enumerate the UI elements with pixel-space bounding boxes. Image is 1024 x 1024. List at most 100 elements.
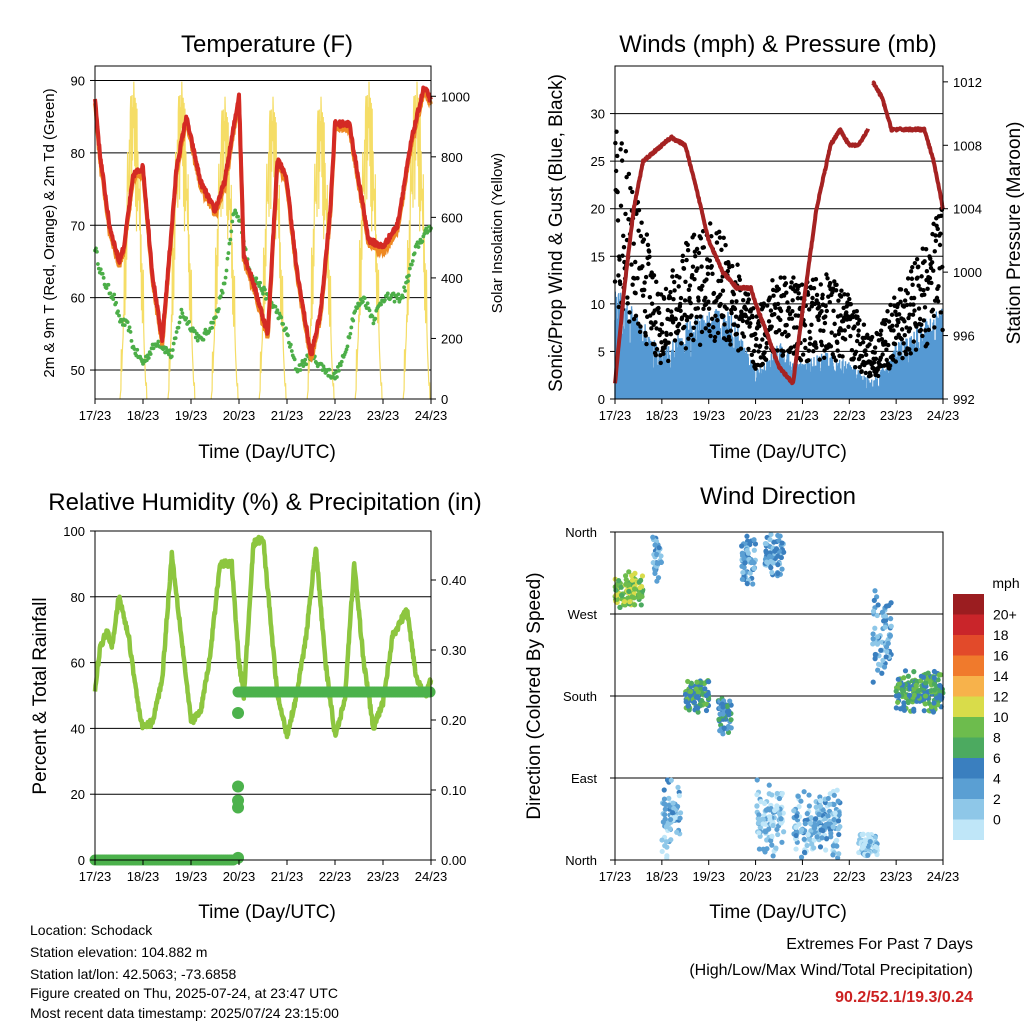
gust-point bbox=[912, 308, 917, 313]
direction-point bbox=[835, 818, 842, 824]
gust-point bbox=[658, 292, 664, 297]
direction-point bbox=[817, 798, 824, 804]
direction-point bbox=[937, 682, 943, 689]
direction-point bbox=[626, 588, 632, 594]
direction-point bbox=[779, 566, 785, 572]
gust-point bbox=[735, 323, 741, 329]
gust-point bbox=[710, 271, 715, 277]
direction-point bbox=[770, 822, 776, 829]
dewpoint-point bbox=[406, 279, 410, 284]
gust-point bbox=[904, 302, 910, 308]
gust-point bbox=[818, 339, 824, 345]
direction-point bbox=[817, 844, 824, 850]
gust-point bbox=[846, 324, 851, 330]
winds-xtick-label: 21/23 bbox=[786, 408, 819, 423]
gust-point bbox=[707, 258, 713, 263]
gust-point bbox=[814, 345, 819, 350]
direction-point bbox=[659, 837, 665, 843]
direction-point bbox=[663, 839, 670, 845]
gust-point bbox=[619, 141, 624, 146]
gust-point bbox=[670, 274, 675, 279]
direction-point bbox=[831, 792, 837, 798]
gust-point bbox=[620, 253, 625, 258]
gust-point bbox=[666, 358, 671, 364]
direction-point bbox=[683, 699, 689, 705]
temperature-xlabel: Time (Day/UTC) bbox=[198, 442, 336, 463]
humidity-ytick-label: 100 bbox=[63, 524, 85, 539]
gust-point bbox=[615, 153, 620, 159]
gust-point bbox=[831, 308, 836, 314]
gust-point bbox=[786, 305, 792, 311]
direction-point bbox=[629, 577, 635, 583]
gust-point bbox=[631, 316, 637, 322]
humidity-ytick-label: 20 bbox=[71, 787, 85, 802]
gust-point bbox=[749, 352, 755, 358]
gust-point bbox=[936, 284, 941, 289]
gust-point bbox=[754, 336, 759, 342]
direction-point bbox=[767, 807, 773, 813]
precip-point bbox=[232, 780, 245, 793]
direction-point bbox=[813, 816, 819, 822]
dewpoint-point bbox=[303, 357, 308, 362]
humidity-xtick-label: 24/23 bbox=[415, 869, 448, 884]
direction-point bbox=[883, 644, 890, 650]
dewpoint-point bbox=[225, 256, 230, 261]
direction-point bbox=[660, 819, 666, 825]
dewpoint-point bbox=[385, 291, 390, 296]
colorbar-tick-label: 2 bbox=[993, 791, 1001, 807]
temperature-y2tick-label: 600 bbox=[441, 210, 463, 225]
gust-point bbox=[649, 301, 655, 306]
direction-point bbox=[801, 849, 808, 855]
dewpoint-point bbox=[223, 275, 228, 280]
gust-point bbox=[932, 325, 937, 330]
gust-point bbox=[916, 306, 922, 311]
gust-point bbox=[802, 338, 807, 343]
gust-point bbox=[618, 203, 624, 209]
dewpoint-point bbox=[218, 294, 223, 299]
direction-point bbox=[676, 793, 683, 799]
gust-point bbox=[691, 232, 697, 238]
humidity-panel: Relative Humidity (%) & Precipitation (i… bbox=[30, 489, 482, 923]
gust-point bbox=[661, 296, 667, 301]
dewpoint-point bbox=[409, 262, 414, 267]
gust-point bbox=[784, 322, 789, 328]
gust-point bbox=[940, 264, 945, 270]
gust-point bbox=[740, 318, 746, 324]
gust-point bbox=[902, 319, 907, 324]
gust-point bbox=[830, 289, 835, 295]
gust-point bbox=[815, 301, 821, 306]
direction-point bbox=[930, 709, 937, 715]
humidity-xtick-label: 23/23 bbox=[367, 869, 400, 884]
direction-point bbox=[669, 810, 676, 816]
gust-point bbox=[734, 331, 740, 337]
direction-point bbox=[835, 798, 841, 804]
direction-point bbox=[920, 674, 927, 680]
dewpoint-point bbox=[125, 320, 130, 325]
gust-point bbox=[762, 350, 767, 355]
gust-point bbox=[919, 322, 924, 327]
colorbar-tick-label: 4 bbox=[993, 771, 1001, 787]
gust-point bbox=[638, 233, 644, 239]
gust-point bbox=[776, 286, 782, 292]
winds-ylabel-left: Sonic/Prop Wind & Gust (Blue, Black) bbox=[546, 74, 567, 392]
direction-point bbox=[872, 844, 878, 850]
dewpoint-point bbox=[170, 348, 175, 352]
direction-point bbox=[740, 569, 746, 576]
direction-point bbox=[754, 792, 760, 798]
gust-point bbox=[633, 259, 638, 265]
gust-point bbox=[741, 297, 746, 303]
gust-point bbox=[729, 299, 735, 304]
dewpoint-point bbox=[371, 321, 376, 326]
gust-point bbox=[643, 333, 648, 338]
dewpoint-point bbox=[106, 282, 111, 287]
gust-point bbox=[647, 294, 653, 300]
direction-point bbox=[825, 795, 831, 802]
solar-insolation-series bbox=[306, 96, 335, 400]
gust-point bbox=[682, 324, 687, 330]
gust-point bbox=[694, 246, 700, 252]
gust-point bbox=[699, 264, 704, 269]
gust-point bbox=[787, 349, 792, 355]
gust-point bbox=[660, 330, 665, 335]
direction-point bbox=[874, 634, 881, 640]
direction-point bbox=[626, 569, 632, 575]
